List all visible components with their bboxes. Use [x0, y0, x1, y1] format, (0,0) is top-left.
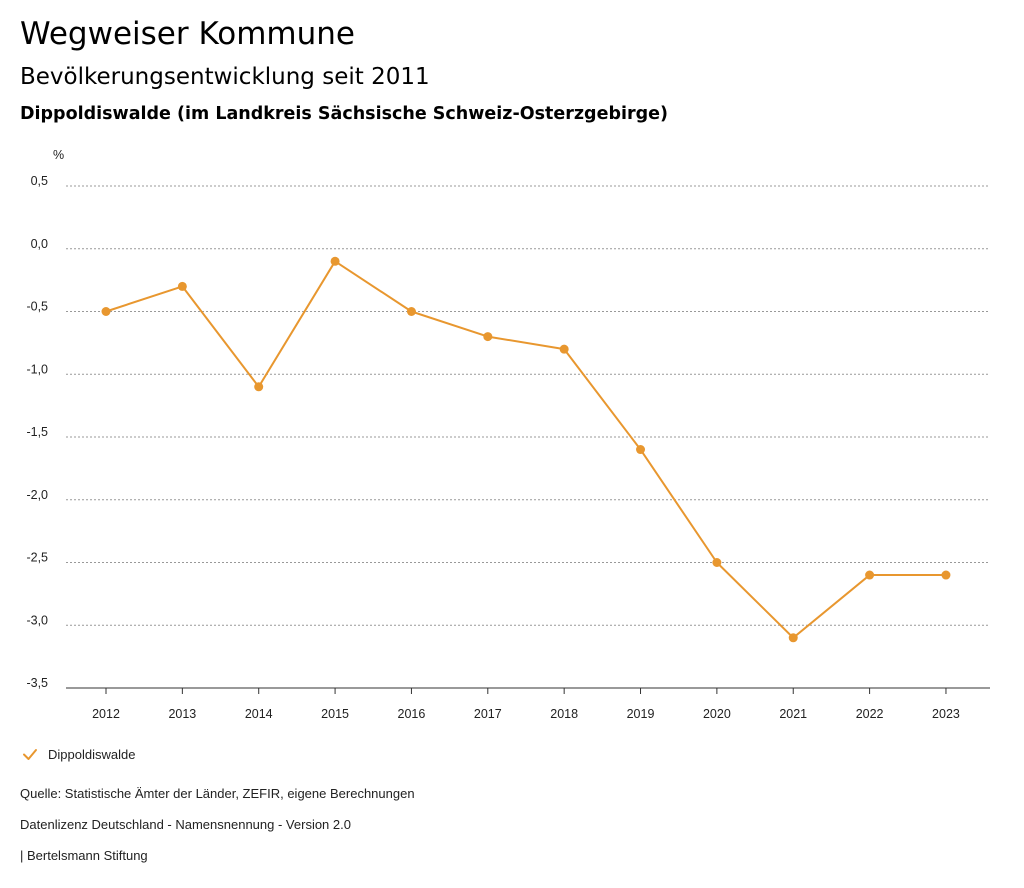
- data-point[interactable]: [101, 307, 111, 316]
- chart-subtitle: Bevölkerungsentwicklung seit 2011: [20, 64, 430, 90]
- x-tick-label: 2017: [474, 707, 502, 721]
- data-point[interactable]: [788, 633, 798, 643]
- y-tick-label: -1,0: [26, 362, 48, 376]
- data-point[interactable]: [941, 570, 951, 580]
- legend-label: Dippoldiswalde: [48, 746, 136, 762]
- x-tick-label: 2015: [321, 707, 349, 721]
- grid-lines: [66, 185, 990, 689]
- y-tick-label: -2,0: [26, 488, 48, 502]
- data-point[interactable]: [483, 332, 493, 342]
- license-note: Datenlizenz Deutschland - Namensnennung …: [20, 817, 351, 832]
- x-tick-label: 2016: [398, 707, 426, 721]
- y-tick-label: -0,5: [26, 300, 48, 314]
- series-dippoldiswalde: [101, 256, 951, 643]
- x-tick-label: 2023: [932, 707, 960, 721]
- publisher-note: | Bertelsmann Stiftung: [20, 848, 148, 863]
- y-tick-label: -3,5: [26, 676, 48, 690]
- legend[interactable]: Dippoldiswalde: [22, 746, 135, 762]
- y-tick-label: 0,5: [31, 174, 48, 188]
- y-axis-ticks: 0,5 0,0 -0,5 -1,0 -1,5 -2,0 -2,5 -3,0 -3,5: [26, 174, 48, 690]
- x-axis: 2012 2013 2014 2015 2016 2017 2018 2019 2020 2021…: [92, 688, 960, 721]
- y-axis-unit: %: [53, 148, 64, 162]
- y-tick-label: -2,5: [26, 551, 48, 565]
- page-title: Wegweiser Kommune: [20, 16, 355, 52]
- x-tick-label: 2018: [550, 707, 578, 721]
- region-title: Dippoldiswalde (im Landkreis Sächsische …: [20, 104, 668, 124]
- x-tick-label: 2013: [168, 707, 196, 721]
- data-point[interactable]: [559, 344, 569, 354]
- x-tick-label: 2022: [856, 707, 884, 721]
- line-chart: % 0,5 0,0 -0,5 -1,0 -1,5 -2,0 -2,5 -3,0 -3,5 201…: [26, 148, 990, 721]
- x-tick-label: 2012: [92, 707, 120, 721]
- data-point[interactable]: [865, 570, 875, 580]
- x-tick-label: 2019: [627, 707, 655, 721]
- source-note: Quelle: Statistische Ämter der Länder, Z…: [20, 786, 415, 801]
- checkmark-icon: [23, 749, 37, 760]
- data-point[interactable]: [406, 307, 416, 316]
- data-point[interactable]: [177, 281, 187, 291]
- y-tick-label: -1,5: [26, 425, 48, 439]
- data-point[interactable]: [330, 256, 340, 266]
- data-point[interactable]: [636, 445, 646, 455]
- y-tick-label: 0,0: [31, 237, 48, 251]
- data-point[interactable]: [254, 382, 264, 392]
- x-tick-label: 2020: [703, 707, 731, 721]
- x-tick-label: 2014: [245, 707, 273, 721]
- x-tick-label: 2021: [779, 707, 807, 721]
- series-line: [105, 260, 946, 639]
- y-tick-label: -3,0: [26, 613, 48, 627]
- data-point[interactable]: [712, 558, 722, 567]
